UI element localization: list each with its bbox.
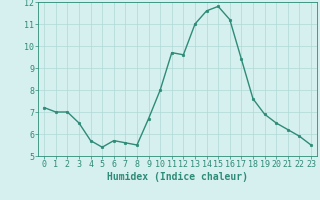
X-axis label: Humidex (Indice chaleur): Humidex (Indice chaleur) bbox=[107, 172, 248, 182]
